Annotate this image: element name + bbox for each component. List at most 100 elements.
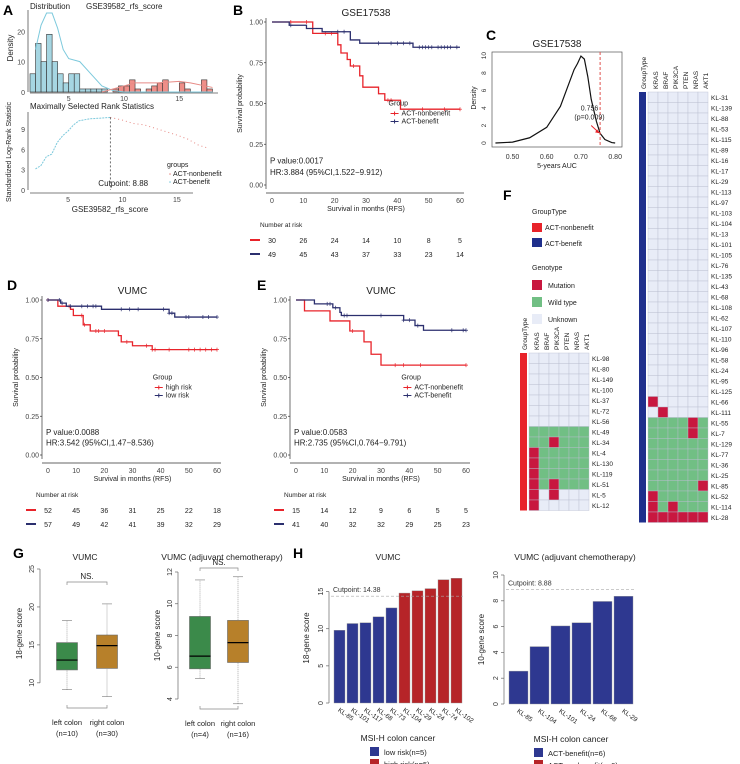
genotype-cell xyxy=(697,438,709,450)
genotype-cell xyxy=(687,448,699,460)
boxplot-group-n: (n=16) xyxy=(227,730,249,739)
km-pvalue: P value:0.0088 xyxy=(46,428,100,437)
km-xtick: 10 xyxy=(299,198,307,205)
genotype-cell xyxy=(697,364,709,376)
censor-mark xyxy=(464,363,468,368)
km-ytick: 0.50 xyxy=(249,101,263,108)
hist-bar xyxy=(46,33,53,93)
legend-dot-benefit xyxy=(169,181,171,183)
genotype-cell xyxy=(568,394,580,406)
genotype-cell xyxy=(687,102,699,114)
genotype-cell xyxy=(647,259,659,271)
left-heatmap-row-label: KL-149 xyxy=(592,377,613,384)
genotype-cell xyxy=(697,396,709,408)
genotype-cell xyxy=(687,154,699,166)
genotype-cell xyxy=(697,207,709,219)
hist-bar xyxy=(90,88,97,93)
genotype-cell xyxy=(647,175,659,187)
km-legend-label: low risk xyxy=(166,393,190,400)
risk-count: 22 xyxy=(185,508,193,515)
km-ytick: 1.00 xyxy=(273,298,287,305)
censor-mark xyxy=(333,305,338,310)
genotype-cell xyxy=(687,249,699,261)
censor-mark xyxy=(458,107,462,112)
genotype-cell xyxy=(558,415,570,427)
rank-xtick: 5 xyxy=(66,197,70,204)
genotype-cell xyxy=(647,196,659,208)
grouptype-cell xyxy=(639,123,646,134)
censor-mark xyxy=(167,347,172,352)
boxplot-group-label: left colon xyxy=(52,718,82,727)
genotype-cell xyxy=(657,217,669,229)
genotype-cell xyxy=(687,385,699,397)
genotype-cell xyxy=(677,133,689,145)
censor-mark xyxy=(102,329,107,333)
km-legend-swatch xyxy=(154,393,163,398)
right-heatmap-row-label: KL-129 xyxy=(711,442,732,449)
genotype-cell xyxy=(647,469,659,481)
genotype-cell xyxy=(677,343,689,355)
genotype-cell xyxy=(578,478,590,490)
risk-count: 10 xyxy=(393,238,401,245)
genotype-cell xyxy=(697,175,709,187)
censor-mark xyxy=(209,347,214,352)
genotype-cell xyxy=(677,291,689,303)
km-legend-title: Group xyxy=(401,375,421,382)
censor-mark xyxy=(127,307,132,312)
boxplot-ytick: 6 xyxy=(167,665,174,669)
risk-count: 29 xyxy=(405,522,413,529)
genotype-cell xyxy=(578,457,590,469)
genotype-cell xyxy=(578,499,590,511)
grouptype-cell xyxy=(520,458,527,469)
bar xyxy=(592,601,613,705)
right-heatmap-row-label: KL-25 xyxy=(711,473,729,480)
genotype-cell xyxy=(647,123,659,135)
censor-mark xyxy=(454,45,459,50)
genotype-cell xyxy=(697,448,709,460)
hist-bar xyxy=(84,88,92,93)
genotype-cell xyxy=(667,112,679,124)
right-heatmap-row-label: KL-104 xyxy=(711,221,732,228)
km-ylabel: Survival probability xyxy=(13,348,20,407)
km-xtick: 30 xyxy=(377,468,385,475)
genotype-cell xyxy=(687,165,699,177)
heatmap-column-label: PIK3CA xyxy=(554,326,561,350)
genotype-cell xyxy=(667,196,679,208)
km-xtick: 20 xyxy=(331,198,339,205)
boxplot-ylabel: 10-gene score xyxy=(153,609,162,661)
genotype-cell xyxy=(538,468,550,480)
legend-label-genotype: Wild type xyxy=(548,300,577,307)
rank-curve-nonbenefit xyxy=(110,116,208,149)
genotype-cell xyxy=(697,91,709,103)
grouptype-cell xyxy=(639,207,646,218)
risk-count: 41 xyxy=(292,522,300,529)
genotype-cell xyxy=(657,385,669,397)
censor-mark xyxy=(119,307,124,312)
censor-mark xyxy=(401,363,406,368)
genotype-cell xyxy=(667,144,679,156)
right-heatmap-row-label: KL-53 xyxy=(711,127,729,134)
genotype-cell xyxy=(528,468,540,480)
risk-count: 52 xyxy=(44,508,52,515)
bar-ytick: 8 xyxy=(493,599,500,603)
genotype-cell xyxy=(687,490,699,502)
genotype-cell xyxy=(558,352,570,364)
genotype-cell xyxy=(647,354,659,366)
genotype-cell xyxy=(548,447,560,459)
genotype-cell xyxy=(697,112,709,124)
genotype-cell xyxy=(647,438,659,450)
km-xlabel: Survival in months (RFS) xyxy=(327,206,405,213)
grouptype-cell xyxy=(639,480,646,491)
grouptype-cell xyxy=(639,270,646,281)
heatmap-column-label: GroupType xyxy=(522,317,529,350)
censor-mark xyxy=(335,29,340,34)
right-heatmap-row-label: KL-16 xyxy=(711,158,729,165)
genotype-cell xyxy=(697,459,709,471)
genotype-cell xyxy=(687,480,699,492)
left-heatmap-row-label: KL-12 xyxy=(592,503,610,510)
genotype-cell xyxy=(538,478,550,490)
panel-label-d: D xyxy=(7,277,17,293)
risk-count: 32 xyxy=(349,522,357,529)
genotype-cell xyxy=(657,364,669,376)
right-heatmap-row-label: KL-85 xyxy=(711,484,729,491)
